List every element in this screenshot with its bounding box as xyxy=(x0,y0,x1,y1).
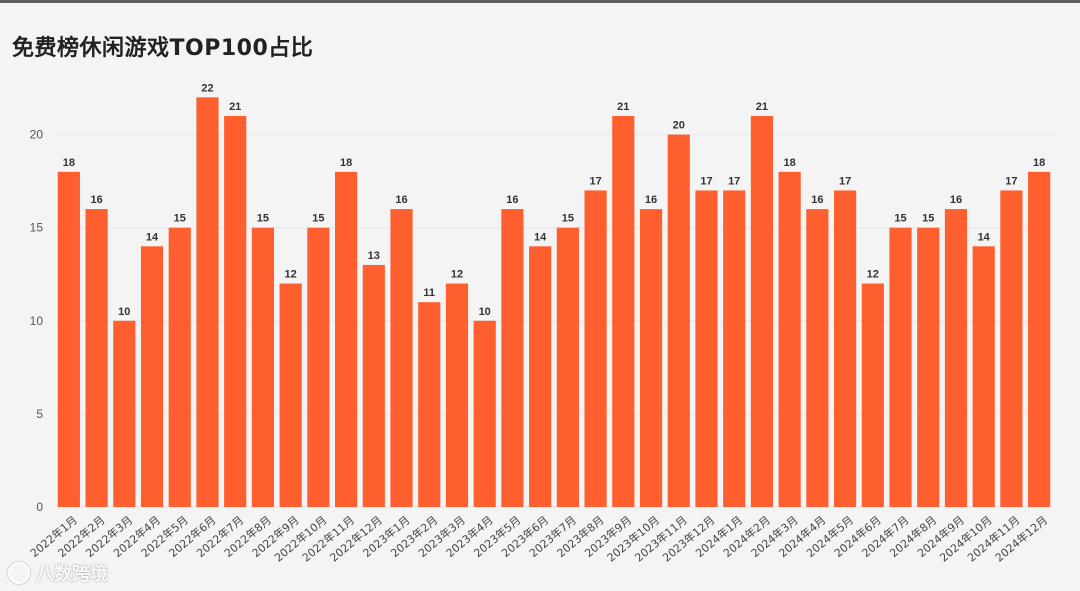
data-label: 16 xyxy=(395,194,407,206)
data-label: 21 xyxy=(229,101,241,113)
y-tick-label: 20 xyxy=(30,128,44,142)
bar xyxy=(1028,171,1051,507)
data-label: 10 xyxy=(118,306,130,318)
bar xyxy=(85,209,108,507)
data-label: 15 xyxy=(257,213,269,225)
bar xyxy=(501,209,524,507)
data-label: 17 xyxy=(1005,175,1017,187)
data-label: 16 xyxy=(90,194,102,206)
bar xyxy=(251,227,275,507)
data-label: 21 xyxy=(756,101,768,113)
bar xyxy=(584,190,607,507)
bar xyxy=(473,320,496,507)
data-label: 17 xyxy=(589,175,601,187)
data-label: 18 xyxy=(784,157,796,169)
data-label: 14 xyxy=(534,231,547,243)
top-rule xyxy=(0,0,1080,3)
bar xyxy=(529,246,552,507)
bar xyxy=(667,134,690,507)
bar xyxy=(861,283,884,507)
watermark-logo-icon xyxy=(8,562,30,584)
data-label: 17 xyxy=(839,175,851,187)
data-label: 16 xyxy=(645,194,657,206)
watermark: 八数跨境 xyxy=(8,560,108,586)
bar xyxy=(279,283,302,507)
data-label: 17 xyxy=(728,175,740,187)
data-label: 15 xyxy=(922,213,934,225)
bar xyxy=(972,246,995,507)
data-label: 22 xyxy=(201,82,213,94)
data-label: 21 xyxy=(617,101,629,113)
data-label: 12 xyxy=(451,269,463,281)
bar xyxy=(362,264,385,507)
y-tick-label: 15 xyxy=(30,221,44,235)
bar xyxy=(778,171,801,507)
bar xyxy=(917,227,940,507)
data-label: 20 xyxy=(673,120,685,132)
chart-title: 免费榜休闲游戏TOP100占比 xyxy=(12,36,314,61)
bar xyxy=(695,190,718,507)
data-label: 16 xyxy=(950,194,962,206)
data-label: 11 xyxy=(423,287,435,299)
bar xyxy=(113,320,136,507)
data-label: 18 xyxy=(1033,157,1045,169)
bar xyxy=(196,97,219,508)
watermark-text: 八数跨境 xyxy=(36,564,108,585)
bar xyxy=(944,209,968,507)
bar xyxy=(390,209,413,507)
data-label: 15 xyxy=(894,213,906,225)
data-label: 12 xyxy=(867,269,879,281)
bar xyxy=(889,227,912,507)
bar xyxy=(418,302,441,507)
data-label: 18 xyxy=(63,157,75,169)
bar xyxy=(556,227,579,507)
data-label: 16 xyxy=(506,194,518,206)
data-label: 13 xyxy=(368,250,380,262)
bar xyxy=(750,115,774,507)
bar xyxy=(612,115,635,507)
data-label: 12 xyxy=(285,269,297,281)
data-label: 10 xyxy=(479,306,491,318)
bar xyxy=(445,283,469,507)
y-tick-label: 10 xyxy=(30,314,44,328)
bar xyxy=(723,190,746,507)
y-tick-label: 5 xyxy=(36,407,43,421)
bar xyxy=(1000,190,1023,507)
data-label: 15 xyxy=(562,213,574,225)
bar xyxy=(168,227,191,507)
bar xyxy=(224,115,247,507)
data-label: 14 xyxy=(978,231,991,243)
y-tick-label: 0 xyxy=(36,500,43,514)
bar xyxy=(806,209,829,507)
bar xyxy=(140,246,164,507)
data-label: 15 xyxy=(312,213,324,225)
bar xyxy=(639,209,663,507)
data-label: 17 xyxy=(700,175,712,187)
data-label: 15 xyxy=(174,213,186,225)
data-label: 18 xyxy=(340,157,352,169)
bar xyxy=(307,227,330,507)
data-label: 14 xyxy=(146,231,159,243)
bar xyxy=(833,190,857,507)
bar xyxy=(334,171,358,507)
bar xyxy=(57,171,80,507)
data-label: 16 xyxy=(811,194,823,206)
